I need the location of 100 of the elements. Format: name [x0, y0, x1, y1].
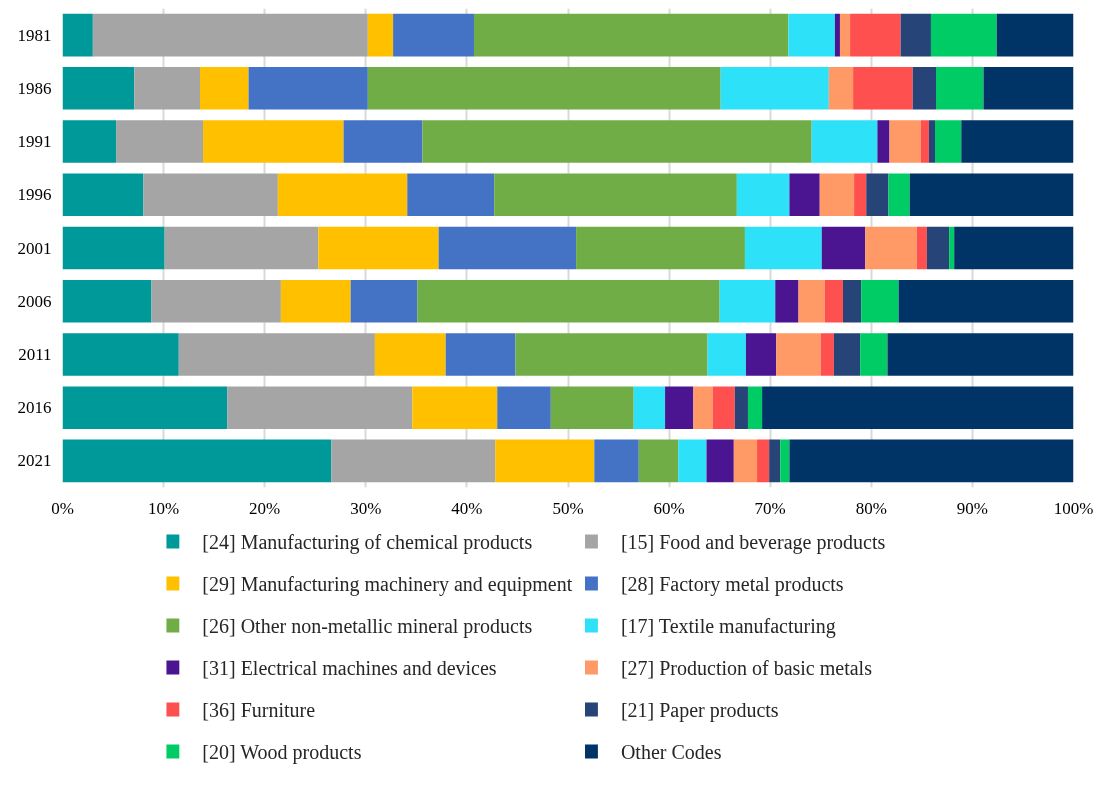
bar	[780, 439, 790, 483]
y-tick-label: 2021	[17, 451, 52, 471]
y-tick-label: 1981	[17, 25, 52, 45]
y-tick-label: 2001	[17, 238, 52, 258]
bar	[900, 13, 931, 57]
bar	[445, 333, 516, 376]
bar	[62, 279, 152, 323]
bar	[898, 279, 1074, 323]
bar	[417, 279, 720, 323]
x-tick-label: 50%	[552, 498, 584, 518]
bar	[934, 120, 962, 163]
bar	[954, 226, 1074, 270]
legend-label: [15] Food and beverage products	[620, 530, 886, 554]
bar	[909, 173, 1074, 217]
x-tick-label: 20%	[249, 498, 281, 518]
bar	[164, 226, 319, 270]
bar	[707, 333, 746, 376]
bar	[227, 386, 413, 429]
bar	[143, 173, 278, 217]
y-tick-label: 1996	[17, 185, 52, 205]
bar	[62, 333, 179, 376]
bar	[277, 173, 408, 217]
y-tick-label: 1991	[17, 132, 52, 152]
bar	[407, 173, 495, 217]
bar	[497, 386, 551, 429]
legend-label: [36] Furniture	[202, 698, 316, 721]
bar	[842, 279, 862, 323]
bar	[936, 67, 984, 110]
bar	[515, 333, 708, 376]
legend-label: [26] Other non-metallic mineral products	[202, 614, 533, 638]
bar	[734, 386, 748, 429]
bar	[280, 279, 351, 323]
bar	[745, 333, 777, 376]
legend-label: [31] Electrical machines and devices	[202, 656, 497, 679]
bar	[821, 226, 866, 270]
bar	[200, 67, 249, 110]
bar	[853, 67, 913, 110]
x-tick-label: 70%	[754, 498, 786, 518]
bar	[865, 226, 917, 270]
bar	[331, 439, 496, 483]
legend-label: [28] Factory metal products	[620, 572, 844, 596]
bar	[860, 333, 888, 376]
legend-label: [29] Manufacturing machinery and equipment	[202, 572, 573, 596]
bar	[62, 439, 332, 483]
bar	[343, 120, 423, 163]
bar	[789, 439, 1074, 483]
bar	[811, 120, 878, 163]
bar	[747, 386, 763, 429]
bar	[350, 279, 418, 323]
bar	[62, 13, 93, 57]
legend-label: Other Codes	[620, 740, 722, 763]
legend-label: [27] Production of basic metals	[620, 656, 873, 679]
bar	[438, 226, 577, 270]
bar	[854, 173, 867, 217]
bar	[926, 226, 950, 270]
bar	[495, 439, 595, 483]
x-tick-label: 10%	[148, 498, 180, 518]
bar	[961, 120, 1074, 163]
y-tick-label: 2016	[17, 398, 52, 418]
bar	[62, 226, 165, 270]
bar	[706, 439, 734, 483]
x-tick-label: 30%	[350, 498, 382, 518]
bar	[134, 67, 200, 110]
y-tick-label: 1986	[17, 78, 52, 98]
bar	[92, 13, 368, 57]
bar	[839, 13, 851, 57]
bar	[473, 13, 789, 57]
bar	[887, 333, 1074, 376]
bar	[393, 13, 474, 57]
bar	[819, 173, 855, 217]
bar	[889, 120, 921, 163]
bar	[412, 386, 498, 429]
bar	[594, 439, 639, 483]
bar	[930, 13, 997, 57]
bar	[367, 13, 394, 57]
bar	[798, 279, 825, 323]
bar	[494, 173, 737, 217]
bar	[789, 173, 820, 217]
x-tick-label: 60%	[653, 498, 685, 518]
bar	[712, 386, 735, 429]
bar	[949, 226, 955, 270]
bar	[983, 67, 1074, 110]
bar	[576, 226, 745, 270]
bar	[866, 173, 889, 217]
bar	[151, 279, 281, 323]
y-tick-label: 2011	[18, 344, 52, 364]
bar	[62, 67, 135, 110]
bar	[828, 67, 854, 110]
x-tick-label: 40%	[451, 498, 483, 518]
bar	[116, 120, 204, 163]
legend-label: [17] Textile manufacturing	[620, 614, 836, 638]
bar	[769, 439, 781, 483]
bar	[720, 67, 829, 110]
bar	[318, 226, 439, 270]
bar	[422, 120, 812, 163]
x-tick-label: 0%	[51, 498, 74, 518]
bar	[912, 67, 936, 110]
bar	[928, 120, 935, 163]
bar	[550, 386, 634, 429]
bar	[861, 279, 899, 323]
